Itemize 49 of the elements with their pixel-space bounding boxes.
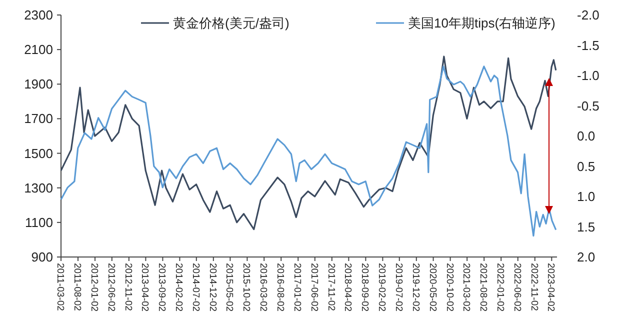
- x-tick-label: 2017-01-02: [292, 263, 303, 312]
- x-tick-label: 2020-10-02: [444, 263, 455, 312]
- y-tick-label: 900: [31, 250, 53, 264]
- y2-tick-label: -1.0: [577, 68, 600, 83]
- x-tick-label: 2011-08-02: [72, 263, 83, 311]
- y2-tick-label: 0.5: [577, 158, 596, 174]
- x-tick-label: 2011-03-02: [54, 263, 66, 311]
- x-tick-label: 2014-12-02: [206, 263, 218, 312]
- x-tick-label: 2022-01-02: [494, 263, 506, 312]
- legend-label: 美国10年期tips(右轴逆序): [408, 16, 556, 30]
- x-tick-label: 2014-07-02: [190, 263, 201, 312]
- x-tick-label: 2015-10-02: [240, 263, 252, 312]
- x-tick-label: 2019-12-02: [410, 263, 421, 312]
- y-tick-label: 1500: [24, 146, 53, 161]
- x-tick-label: 2021-03-02: [460, 263, 472, 312]
- y-tick-label: 1900: [24, 76, 53, 92]
- y-tick-label: 2100: [24, 42, 53, 58]
- x-tick-label: 2019-07-02: [392, 263, 404, 312]
- x-tick-label: 2015-05-02: [224, 263, 235, 312]
- x-tick-label: 2017-06-02: [308, 263, 320, 312]
- y-tick-label: 1100: [25, 214, 53, 230]
- x-tick-label: 2012-01-02: [88, 263, 100, 312]
- x-tick-label: 2013-04-02: [139, 263, 150, 312]
- x-tick-label: 2018-04-02: [342, 263, 354, 312]
- x-tick-label: 2023-04-02: [545, 263, 556, 312]
- x-tick-label: 2022-11-02: [528, 263, 540, 311]
- x-tick-label: 2014-02-02: [173, 263, 184, 312]
- y2-tick-label: 1.0: [577, 189, 596, 204]
- x-tick-label: 2013-09-02: [156, 263, 168, 312]
- x-tick-label: 2022-06-02: [511, 263, 522, 312]
- x-tick-label: 2018-09-02: [359, 263, 370, 312]
- x-tick-label: 2020-05-02: [426, 263, 438, 312]
- x-tick-label: 2012-06-02: [105, 263, 116, 312]
- x-tick-label: 2012-11-02: [122, 263, 134, 311]
- y2-tick-label: 1.5: [577, 219, 596, 234]
- y-tick-label: 1300: [24, 180, 53, 196]
- y-tick-label: 2300: [24, 8, 53, 22]
- y2-tick-label: -0.5: [577, 98, 600, 114]
- x-tick-label: 2021-08-02: [478, 263, 489, 312]
- y-tick-label: 1700: [24, 111, 53, 126]
- x-tick-label: 2016-03-02: [258, 263, 269, 312]
- legend-label: 黄金价格(美元/盎司): [173, 16, 290, 30]
- x-tick-label: 2016-08-02: [274, 263, 286, 312]
- y2-tick-label: 0.0: [577, 128, 596, 144]
- x-tick-label: 2019-02-02: [376, 263, 388, 312]
- x-tick-label: 2017-11-02: [325, 263, 336, 311]
- y2-tick-label: -1.5: [577, 38, 600, 53]
- y2-tick-label: 2.0: [577, 250, 596, 264]
- y2-tick-label: -2.0: [577, 8, 600, 22]
